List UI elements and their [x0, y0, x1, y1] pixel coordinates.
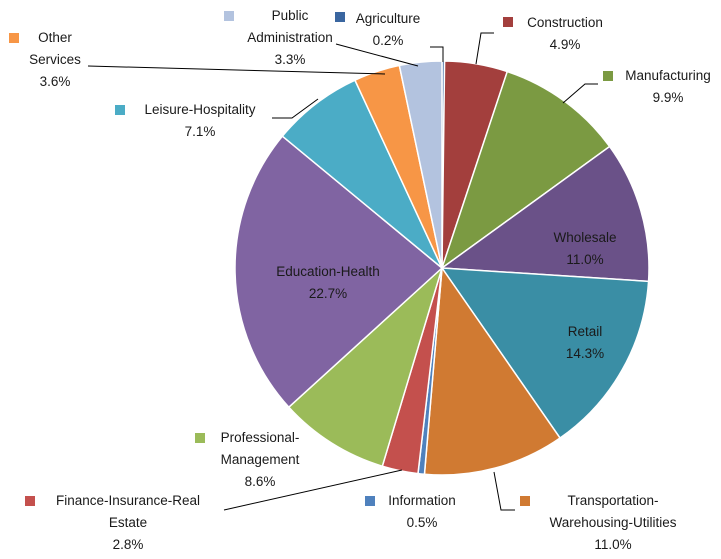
pie-slice [440, 267, 650, 440]
pie-slice [287, 265, 444, 468]
legend-swatch [603, 71, 613, 81]
leader-line [493, 471, 515, 511]
category-label: Public Administration [247, 8, 333, 45]
slice-label: Agriculture 0.2% [338, 8, 438, 52]
value-label: 0.5% [406, 515, 438, 530]
pie-slice [398, 60, 443, 269]
category-label: Transportation-Warehousing-Utilities [549, 493, 677, 530]
legend-swatch [365, 496, 375, 506]
slice-label: Retail 14.3% [530, 321, 640, 365]
slice-label: Professional-Management 8.6% [205, 427, 315, 493]
category-label: Education-Health [276, 264, 380, 279]
category-label: Manufacturing [625, 68, 711, 83]
slice-label: Education-Health 22.7% [253, 261, 403, 305]
pie-slice [234, 135, 444, 409]
legend-swatch [520, 496, 530, 506]
legend-swatch [115, 105, 125, 115]
leader-line [430, 46, 444, 62]
legend-swatch [195, 433, 205, 443]
slice-label: Construction 4.9% [510, 12, 620, 56]
value-label: 3.3% [274, 52, 306, 67]
category-label: Information [388, 493, 456, 508]
value-label: 9.9% [652, 90, 684, 105]
legend-swatch [9, 33, 19, 43]
category-label: Retail [567, 324, 603, 339]
slice-label: Finance-Insurance-Real Estate 2.8% [43, 490, 213, 556]
legend-swatch [25, 496, 35, 506]
pie-slice [423, 265, 562, 476]
slice-label: Transportation-Warehousing-Utilities 11.0… [528, 490, 698, 556]
category-label: Other Services [29, 30, 81, 67]
pie-slice [440, 70, 611, 270]
value-label: 3.6% [39, 74, 71, 89]
slice-label: Wholesale 11.0% [530, 227, 640, 271]
slice-label: Public Administration 3.3% [235, 5, 345, 71]
category-label: Leisure-Hospitality [144, 102, 256, 117]
value-label: 11.0% [594, 537, 632, 552]
category-label: Finance-Insurance-Real Estate [55, 493, 201, 530]
value-label: 22.7% [308, 286, 348, 301]
leader-line [335, 43, 419, 67]
slice-label: Leisure-Hospitality 7.1% [125, 99, 275, 143]
pie-slice [439, 145, 650, 283]
category-label: Professional-Management [220, 430, 300, 467]
value-label: 14.3% [565, 346, 605, 361]
slice-label: Information 0.5% [377, 490, 467, 534]
category-label: Construction [527, 15, 603, 30]
leader-line [272, 98, 319, 119]
leader-line [223, 469, 403, 511]
leader-line [562, 83, 598, 104]
leader-line [475, 32, 494, 65]
value-label: 8.6% [244, 474, 276, 489]
value-label: 0.2% [372, 33, 404, 48]
slice-label: Other Services 3.6% [20, 27, 90, 93]
slices [234, 60, 650, 476]
category-label: Agriculture [355, 11, 421, 26]
value-label: 7.1% [184, 124, 216, 139]
legend-swatch [224, 11, 234, 21]
value-label: 11.0% [566, 252, 604, 267]
legend-swatch [335, 12, 345, 22]
leader-line [87, 65, 386, 75]
legend-swatch [503, 17, 513, 27]
category-label: Wholesale [553, 230, 617, 245]
slice-label: Manufacturing 9.9% [613, 65, 721, 109]
value-label: 4.9% [549, 37, 581, 52]
value-label: 2.8% [112, 537, 144, 552]
